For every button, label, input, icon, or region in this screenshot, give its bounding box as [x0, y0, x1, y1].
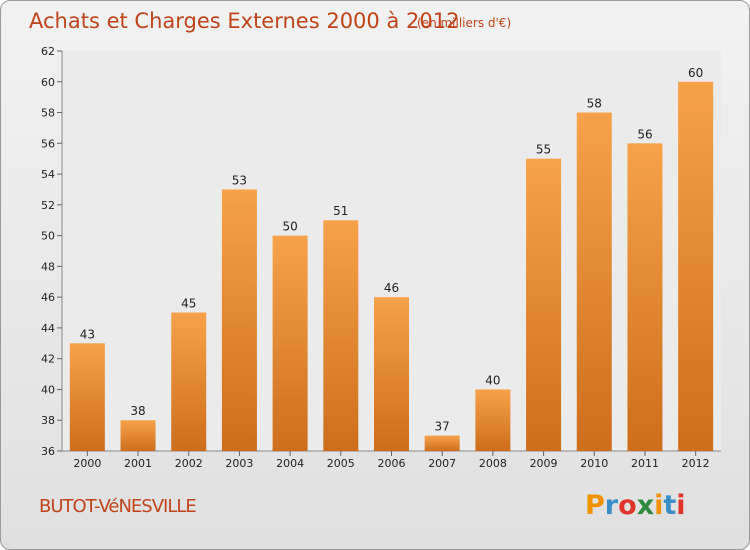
data-label: 37 — [435, 420, 450, 434]
y-tick-label: 48 — [41, 260, 55, 273]
y-tick-label: 44 — [41, 322, 55, 335]
data-label: 45 — [181, 297, 196, 311]
x-tick-label: 2003 — [225, 457, 253, 470]
x-tick-label: 2011 — [631, 457, 659, 470]
logo-letter: t — [663, 490, 677, 521]
bar — [272, 235, 308, 451]
data-label: 50 — [282, 220, 297, 234]
x-tick-label: 2006 — [378, 457, 406, 470]
data-label: 40 — [485, 373, 500, 387]
x-tick-label: 2004 — [276, 457, 304, 470]
x-tick-label: 2005 — [327, 457, 355, 470]
x-tick-label: 2001 — [124, 457, 152, 470]
data-label: 38 — [130, 404, 145, 418]
y-tick-label: 62 — [41, 45, 55, 58]
proxiti-logo: Proxiti — [585, 490, 686, 521]
bar — [171, 312, 207, 451]
data-label: 53 — [232, 173, 247, 187]
y-tick-label: 42 — [41, 353, 55, 366]
logo-letter: x — [636, 490, 655, 521]
y-tick-label: 58 — [41, 107, 55, 120]
data-label: 56 — [637, 127, 652, 141]
x-tick-label: 2002 — [175, 457, 203, 470]
y-tick-label: 36 — [41, 445, 55, 458]
y-tick-label: 60 — [41, 76, 55, 89]
data-label: 51 — [333, 204, 348, 218]
bar — [678, 81, 714, 452]
bar — [424, 435, 460, 451]
x-tick-label: 2000 — [73, 457, 101, 470]
data-label: 55 — [536, 143, 551, 157]
y-tick-label: 38 — [41, 414, 55, 427]
logo-letter: r — [604, 490, 619, 521]
bar — [475, 389, 511, 451]
logo-letter: i — [654, 490, 664, 521]
bar — [323, 220, 359, 451]
bar — [627, 143, 663, 452]
bar — [120, 420, 156, 451]
x-tick-label: 2010 — [580, 457, 608, 470]
bar — [69, 343, 105, 451]
logo-letter: P — [585, 490, 605, 521]
y-tick-label: 50 — [41, 230, 55, 243]
commune-name: BUTOT-VéNESVILLE — [39, 496, 197, 517]
logo-letter: o — [618, 490, 637, 521]
bar — [221, 189, 257, 451]
bar — [576, 112, 612, 452]
x-tick-label: 2012 — [682, 457, 710, 470]
data-label: 43 — [80, 327, 95, 341]
y-tick-label: 54 — [41, 168, 55, 181]
chart-title: Achats et Charges Externes 2000 à 2012 — [29, 9, 460, 33]
y-tick-label: 52 — [41, 199, 55, 212]
chart-subtitle: (en milliers d'€) — [417, 16, 512, 30]
y-tick-label: 56 — [41, 137, 55, 150]
bar — [526, 158, 562, 451]
x-tick-label: 2009 — [530, 457, 558, 470]
y-tick-label: 40 — [41, 383, 55, 396]
x-tick-label: 2008 — [479, 457, 507, 470]
y-tick-label: 46 — [41, 291, 55, 304]
bar — [374, 297, 409, 451]
logo-letter: i — [676, 490, 686, 521]
data-label: 58 — [587, 97, 602, 111]
data-label: 46 — [384, 281, 399, 295]
data-label: 60 — [688, 66, 703, 80]
x-tick-label: 2007 — [428, 457, 456, 470]
